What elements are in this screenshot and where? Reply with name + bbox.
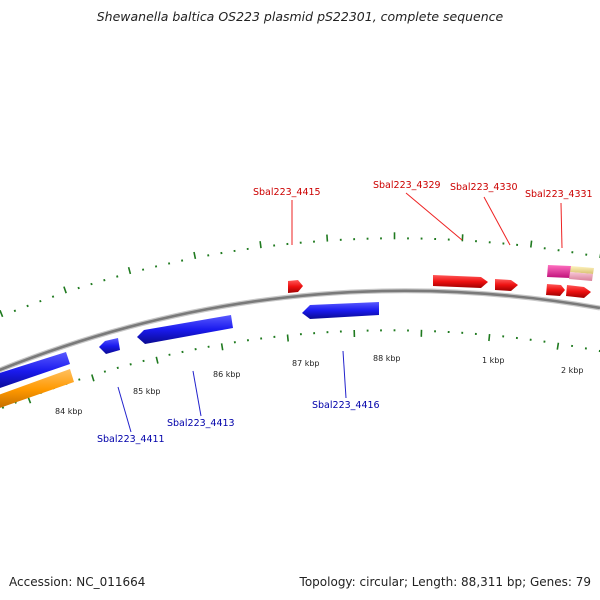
- major-tick: [488, 334, 491, 342]
- minor-tick: [103, 278, 106, 282]
- minor-tick: [142, 359, 145, 363]
- major-tick: [530, 240, 533, 248]
- label-sbal223-4329: Sbal223_4329: [373, 180, 441, 191]
- yellow-feature[interactable]: [570, 266, 594, 274]
- major-tick: [155, 356, 159, 364]
- minor-tick: [26, 304, 29, 308]
- gene-sbal223-4411[interactable]: [99, 338, 120, 354]
- minor-tick: [51, 295, 55, 298]
- gene-sbal223-4415[interactable]: [288, 280, 303, 293]
- minor-tick: [13, 309, 17, 313]
- minor-tick: [90, 282, 93, 286]
- gene-reverse-left[interactable]: [0, 352, 70, 390]
- scale-label-1kbp: 1 kbp: [482, 356, 504, 365]
- scale-label-84kbp: 84 kbp: [55, 407, 83, 416]
- label-sbal223-4331: Sbal223_4331: [525, 189, 593, 200]
- minor-tick: [77, 286, 80, 290]
- reverse-features: [0, 302, 379, 410]
- topology-text: Topology: circular; Length: 88,311 bp; G…: [299, 575, 591, 589]
- scale-label-87kbp: 87 kbp: [292, 359, 320, 368]
- backbone: [0, 288, 600, 373]
- map-title: Shewanella baltica OS223 plasmid pS22301…: [96, 9, 504, 24]
- label-leaders: [117, 192, 563, 433]
- major-tick: [91, 374, 95, 382]
- minor-tick: [129, 363, 132, 366]
- gene-sbal223-4331-b[interactable]: [566, 285, 591, 298]
- minor-tick: [103, 370, 107, 373]
- major-tick: [193, 251, 197, 260]
- major-tick: [63, 286, 67, 294]
- gene-sbal223-4329[interactable]: [433, 275, 488, 288]
- label-sbal223-4413: Sbal223_4413: [167, 418, 235, 429]
- pink-feature[interactable]: [547, 265, 571, 278]
- gene-sbal223-4331-a[interactable]: [546, 284, 565, 296]
- minor-tick: [78, 378, 81, 381]
- forward-features: [288, 265, 594, 298]
- label-sbal223-4330: Sbal223_4330: [450, 182, 518, 193]
- scale-label-2kbp: 2 kbp: [561, 366, 583, 375]
- minor-tick: [116, 366, 119, 370]
- major-tick: [220, 343, 224, 351]
- accession-text: Accession: NC_011664: [9, 575, 146, 589]
- gene-sbal223-4413[interactable]: [137, 315, 233, 344]
- minor-tick: [116, 275, 119, 278]
- gene-sbal223-4330[interactable]: [495, 279, 518, 291]
- light-pink-feature[interactable]: [569, 272, 593, 281]
- scale-label-86kbp: 86 kbp: [213, 370, 241, 379]
- scale-label-88kbp: 88 kbp: [373, 354, 401, 363]
- label-sbal223-4411: Sbal223_4411: [97, 434, 165, 445]
- scale-label-85kbp: 85 kbp: [133, 387, 161, 396]
- label-sbal223-4416: Sbal223_4416: [312, 400, 380, 411]
- major-tick: [286, 334, 289, 342]
- minor-tick: [39, 299, 42, 303]
- inner-tick-ring: [1, 329, 600, 409]
- minor-tick: [1, 406, 5, 409]
- minor-tick: [154, 265, 158, 268]
- outer-tick-ring: [0, 232, 600, 318]
- major-tick: [127, 266, 132, 275]
- major-tick: [0, 310, 4, 318]
- label-sbal223-4415: Sbal223_4415: [253, 187, 321, 198]
- gene-sbal223-4416[interactable]: [302, 302, 379, 319]
- major-tick: [556, 342, 560, 350]
- major-tick: [326, 234, 329, 242]
- major-tick: [259, 241, 262, 249]
- orange-feature[interactable]: [0, 369, 74, 410]
